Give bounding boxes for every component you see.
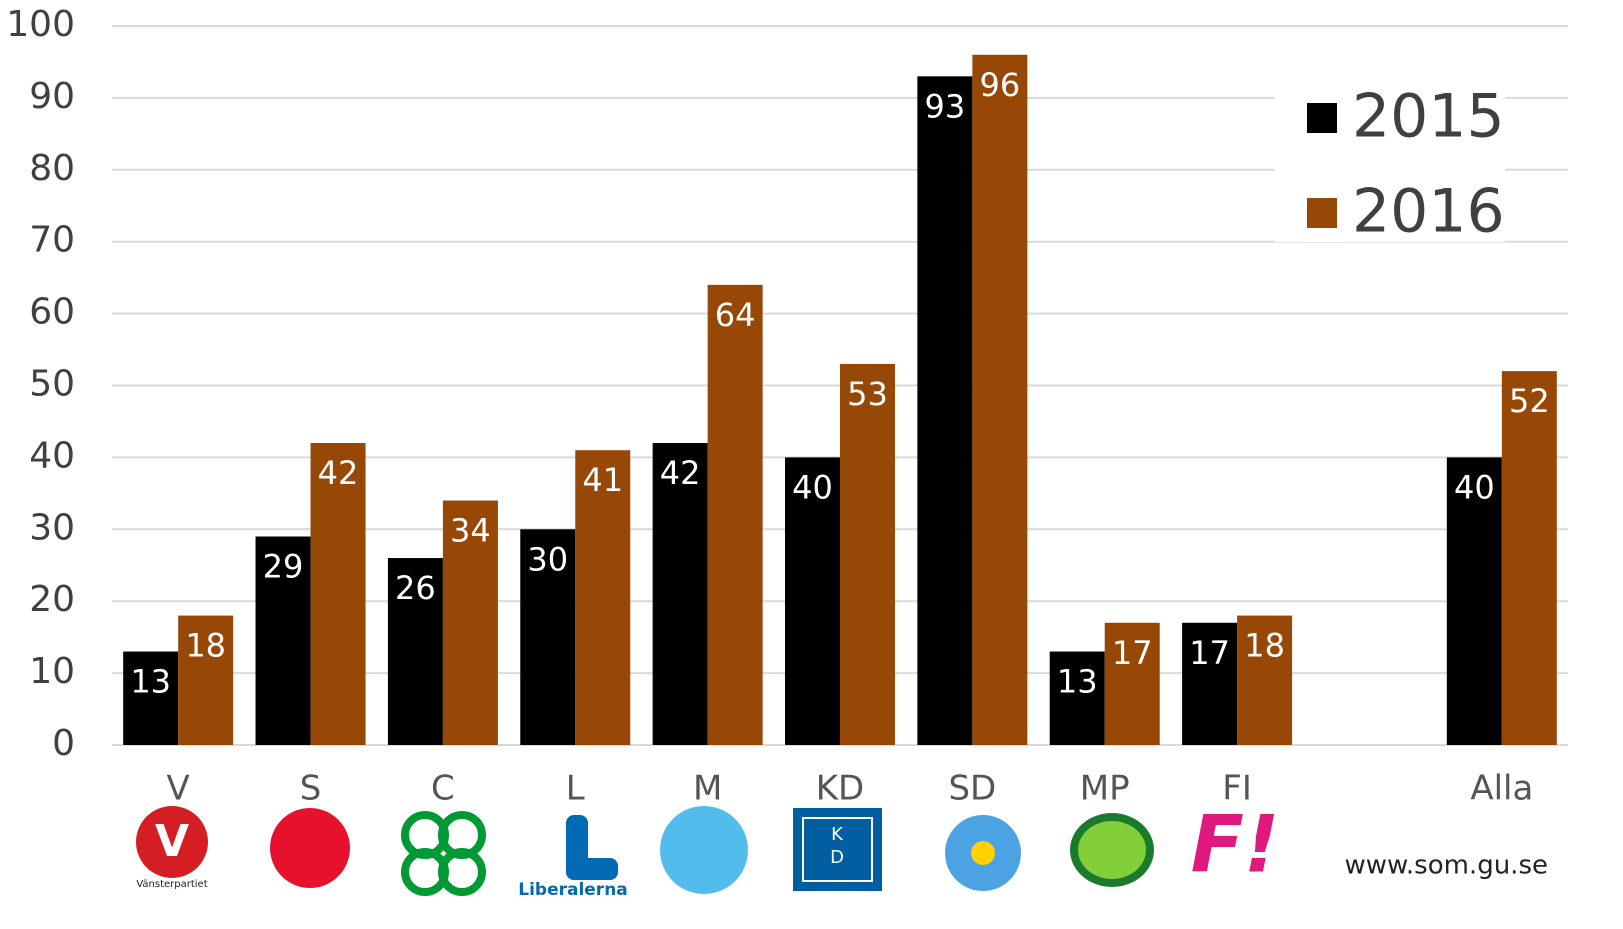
x-tick-label: C — [431, 769, 455, 809]
bar — [1182, 622, 1238, 745]
bar — [840, 363, 895, 745]
bar — [255, 536, 311, 745]
value-label: 42 — [318, 454, 359, 492]
value-label: 18 — [1244, 627, 1285, 665]
bar — [520, 529, 576, 745]
logo-text: Vänsterpartiet — [136, 879, 207, 890]
footer: www.som.gu.se — [1344, 851, 1548, 881]
x-tick-label: V — [167, 769, 190, 809]
logo-sd-center — [971, 841, 995, 865]
value-label: 41 — [582, 461, 623, 499]
bar — [442, 500, 498, 745]
value-label: 40 — [792, 468, 833, 506]
value-label: 30 — [527, 540, 568, 578]
logo-text: Liberalerna — [518, 880, 628, 900]
x-tick-label: S — [300, 769, 322, 809]
x-tick-label: FI — [1222, 769, 1252, 809]
y-tick-label: 80 — [29, 148, 75, 189]
value-label: 42 — [660, 454, 701, 492]
legend-swatch — [1307, 198, 1337, 228]
legend-swatch — [1307, 103, 1337, 133]
value-label: 52 — [1509, 382, 1550, 420]
logo-text: F! — [1191, 800, 1280, 890]
logo-text: D — [830, 847, 844, 868]
logo-s — [270, 808, 350, 888]
logo-l-base — [566, 858, 618, 880]
value-label: 26 — [395, 569, 436, 607]
value-label: 29 — [263, 547, 304, 585]
bar — [707, 284, 763, 745]
logo-v-letter: V — [155, 816, 189, 867]
y-tick-label: 70 — [29, 220, 75, 261]
y-tick-label: 60 — [29, 292, 75, 333]
legend-label: 2015 — [1352, 82, 1505, 152]
y-tick-label: 100 — [6, 4, 75, 45]
bar — [1237, 615, 1293, 745]
bar — [575, 450, 631, 745]
value-label: 13 — [130, 663, 171, 701]
bar — [785, 457, 840, 745]
y-tick-label: 10 — [29, 651, 75, 692]
logo-c — [401, 811, 486, 896]
bar — [387, 558, 443, 745]
bar — [123, 651, 179, 745]
value-label: 17 — [1189, 634, 1230, 672]
value-label: 53 — [847, 375, 888, 413]
bar — [1446, 457, 1502, 745]
bar — [178, 615, 234, 745]
value-label: 18 — [185, 627, 226, 665]
logo-kd-frame — [802, 817, 873, 882]
value-label: 40 — [1454, 468, 1495, 506]
bar — [917, 76, 973, 745]
party-logos: V Vänsterpartiet Liberalerna K D F! — [136, 800, 1279, 900]
x-tick-label: KD — [816, 769, 864, 809]
x-tick-label: M — [693, 769, 722, 809]
y-tick-label: 30 — [29, 507, 75, 548]
value-label: 64 — [715, 296, 756, 334]
logo-text: K — [831, 824, 844, 845]
x-tick-label: L — [566, 769, 585, 809]
legend-label: 2016 — [1352, 177, 1505, 247]
bar — [1501, 371, 1557, 745]
bar — [652, 443, 708, 745]
y-tick-label: 0 — [52, 723, 75, 764]
logo-kd — [793, 808, 882, 891]
y-tick-label: 90 — [29, 76, 75, 117]
x-tick-label: SD — [948, 769, 996, 809]
bar — [1049, 651, 1105, 745]
value-label: 96 — [980, 66, 1021, 104]
y-tick-label: 20 — [29, 579, 75, 620]
bar — [972, 54, 1028, 745]
value-label: 13 — [1057, 663, 1098, 701]
logo-v — [136, 806, 208, 878]
y-tick-label: 40 — [29, 435, 75, 476]
bar — [310, 443, 366, 745]
bar — [1104, 622, 1160, 745]
logo-m — [660, 806, 748, 894]
value-label: 34 — [450, 512, 491, 550]
logo-mp-inner — [1078, 821, 1146, 879]
x-tick-label: MP — [1080, 769, 1130, 809]
value-label: 17 — [1112, 634, 1153, 672]
value-label: 93 — [925, 87, 966, 125]
x-tick-label: Alla — [1470, 769, 1533, 809]
y-tick-label: 50 — [29, 364, 75, 405]
